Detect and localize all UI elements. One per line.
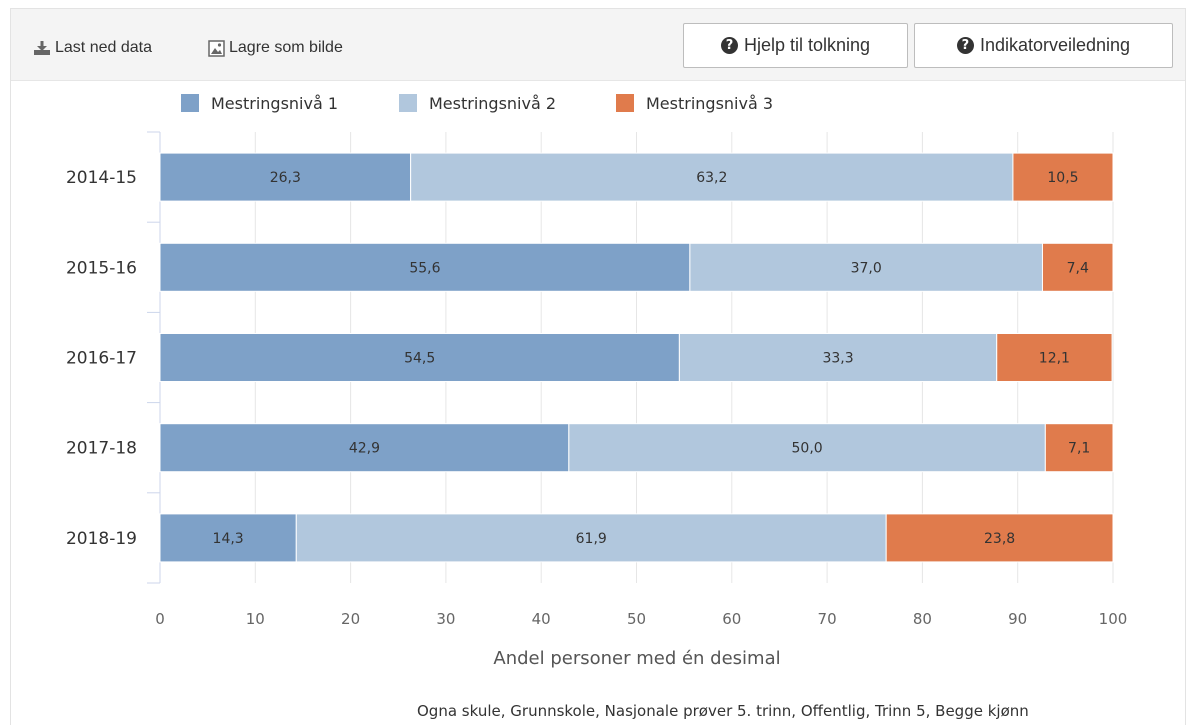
bar-data-label: 61,9 [576, 531, 607, 547]
bar-data-label: 54,5 [404, 351, 435, 367]
bar-data-label: 55,6 [409, 260, 440, 276]
legend-swatch [399, 94, 417, 112]
bar-data-label: 37,0 [851, 260, 882, 276]
x-tick-label: 40 [532, 610, 551, 628]
bar-data-label: 63,2 [696, 170, 727, 186]
legend-swatch [616, 94, 634, 112]
bar-data-label: 10,5 [1047, 170, 1078, 186]
chart-footnote: Ogna skule, Grunnskole, Nasjonale prøver… [417, 702, 1029, 720]
legend-swatch [181, 94, 199, 112]
bar-data-label: 42,9 [349, 441, 380, 457]
x-tick-label: 100 [1099, 610, 1128, 628]
legend-label: Mestringsnivå 2 [429, 94, 556, 113]
x-tick-label: 30 [436, 610, 455, 628]
bar-data-label: 23,8 [984, 531, 1015, 547]
y-category-label: 2015-16 [66, 258, 137, 278]
x-tick-label: 10 [246, 610, 265, 628]
y-category-label: 2016-17 [66, 349, 137, 369]
x-tick-label: 70 [818, 610, 837, 628]
x-tick-label: 60 [722, 610, 741, 628]
legend-label: Mestringsnivå 1 [211, 94, 338, 113]
legend-label: Mestringsnivå 3 [646, 94, 773, 113]
bar-data-label: 26,3 [270, 170, 301, 186]
x-tick-label: 0 [155, 610, 165, 628]
legend: Mestringsnivå 1 Mestringsnivå 2 Mestringsn… [181, 94, 773, 113]
x-tick-label: 50 [627, 610, 646, 628]
y-category-label: 2014-15 [66, 168, 137, 188]
bar-data-label: 7,1 [1068, 441, 1090, 457]
x-tick-label: 90 [1008, 610, 1027, 628]
bar-data-label: 7,4 [1067, 260, 1089, 276]
bar-data-label: 12,1 [1039, 351, 1070, 367]
bar-data-label: 14,3 [213, 531, 244, 547]
x-tick-label: 20 [341, 610, 360, 628]
y-category-label: 2018-19 [66, 529, 137, 549]
y-category-label: 2017-18 [66, 439, 137, 459]
stacked-bar-chart: 0 10 20 30 40 50 60 70 80 90 100 2014-15 2015-16 2016… [0, 0, 1189, 700]
bar-data-label: 50,0 [792, 441, 823, 457]
x-tick-label: 80 [913, 610, 932, 628]
x-axis-title: Andel personer med én desimal [493, 648, 780, 669]
bar-data-label: 33,3 [822, 351, 853, 367]
